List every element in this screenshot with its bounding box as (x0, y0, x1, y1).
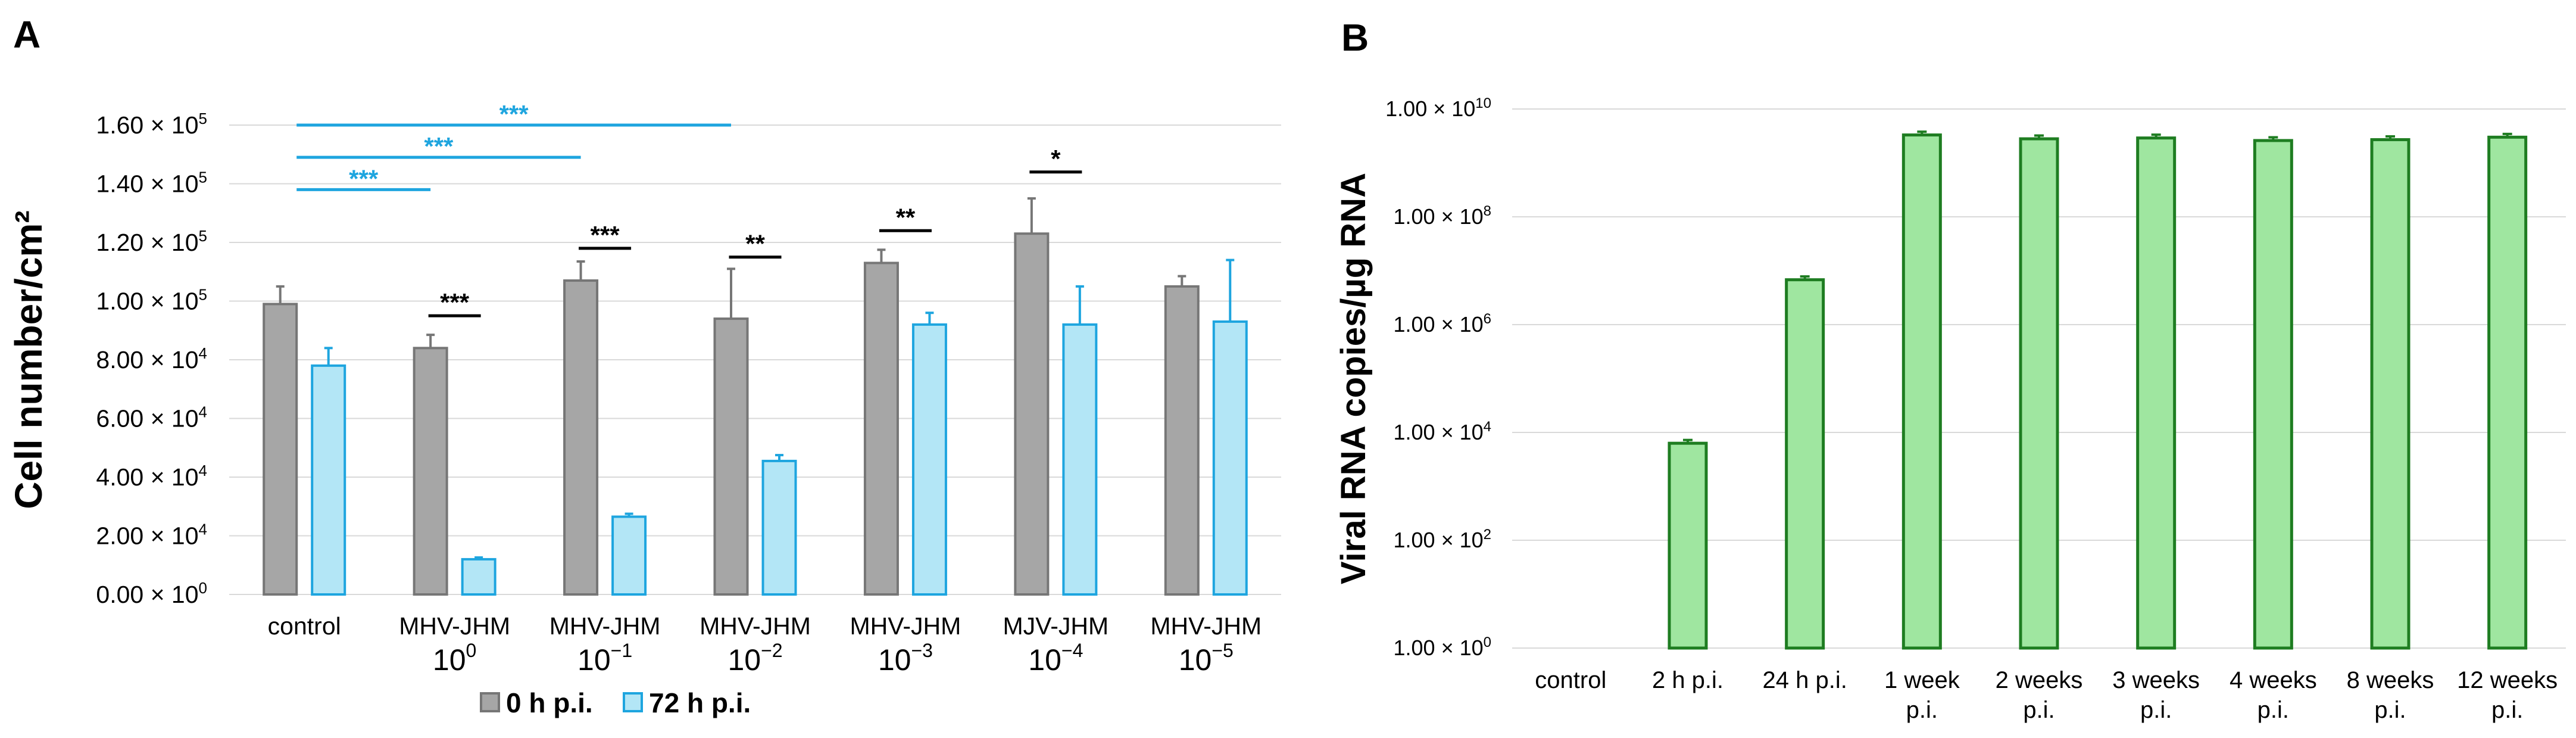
chart-a-significance-label: *** (440, 288, 470, 316)
chart-a-bar-72h (911, 323, 947, 596)
panel-b-label: B (1341, 16, 1369, 59)
chart-a-y-tick: 1.40 × 105 (96, 169, 207, 198)
chart-a-x-tick-label: control (268, 612, 341, 640)
chart-a-bar-72h (311, 364, 346, 596)
chart-a-bar-72h (1062, 323, 1098, 596)
chart-a-bar-0h (863, 261, 899, 596)
chart-a-y-tick: 6.00 × 104 (96, 403, 207, 432)
chart-a-significance-label: *** (349, 164, 379, 192)
chart-a-y-tick: 1.00 × 105 (96, 286, 207, 315)
chart-b-x-tick-label: p.i. (2374, 697, 2406, 723)
chart-a-significance-label: *** (424, 132, 454, 160)
chart-b-bar (2370, 138, 2410, 650)
panel-a-label: A (13, 13, 40, 56)
chart-b-y-tick: 1.00 × 106 (1394, 311, 1492, 337)
chart-b-bar (1668, 441, 1708, 650)
chart-b-bar (1901, 133, 1942, 650)
chart-a-y-tick: 4.00 × 104 (96, 462, 207, 491)
legend-label-72h: 72 h p.i. (649, 687, 751, 718)
chart-b-x-tick-label: 12 weeks (2457, 667, 2558, 693)
chart-b-bar (2019, 137, 2059, 650)
chart-b-x-tick-label: 2 h p.i. (1652, 667, 1723, 693)
chart-a-x-tick-dilution: 10−2 (727, 640, 782, 677)
chart-a-bar-72h (611, 515, 647, 596)
chart-b-bar (2487, 135, 2528, 650)
chart-a-y-tick: 0.00 × 100 (96, 579, 207, 608)
chart-b-y-tick: 1.00 × 104 (1394, 419, 1492, 444)
chart-b-x-tick-label: 4 weeks (2230, 667, 2317, 693)
chart-a-bar-0h (1164, 285, 1200, 596)
chart-b-x-tick-label: 24 h p.i. (1763, 667, 1847, 693)
chart-b-x-tick-label: p.i. (2257, 697, 2289, 723)
chart-a-x-tick-dilution: 10−1 (577, 640, 632, 677)
chart-b-bar (2253, 139, 2293, 650)
chart-b-y-tick: 1.00 × 100 (1394, 634, 1492, 660)
chart-b-x-tick-label: 2 weeks (1996, 667, 2083, 693)
chart-a-x-tick-label: MHV-JHM (399, 612, 510, 640)
chart-a-bar-0h (713, 317, 749, 596)
chart-a-significance-label: *** (499, 100, 529, 128)
chart-b-x-tick-label: control (1535, 667, 1606, 693)
chart-b-x-tick-label: 3 weeks (2112, 667, 2200, 693)
chart-b-bar (2136, 136, 2177, 650)
chart-b-x-tick-label: p.i. (2023, 697, 2054, 723)
chart-a-significance-label: ** (745, 230, 765, 258)
chart-a-y-tick: 2.00 × 104 (96, 521, 207, 550)
chart-a-bar-0h (1014, 232, 1050, 596)
chart-a-y-tick: 1.20 × 105 (96, 227, 207, 256)
chart-a-y-tick: 8.00 × 104 (96, 344, 207, 373)
chart-a-bar-72h (761, 459, 797, 596)
chart-a-bar-0h (413, 347, 448, 596)
chart-a-x-tick-label: MHV-JHM (549, 612, 661, 640)
chart-a-x-tick-label: MJV-JHM (1003, 612, 1109, 640)
chart-a-significance-label: ** (896, 203, 916, 231)
chart-b-x-tick-label: p.i. (1906, 697, 1938, 723)
chart-a: 0.00 × 100 2.00 × 104 4.00 × 104 6.00 × 104… (7, 100, 1281, 677)
legend-label-0h: 0 h p.i. (506, 687, 593, 718)
legend-swatch-72h (623, 692, 643, 712)
chart-b-bar (1785, 278, 1825, 650)
chart-b-x-tick-label: 1 week (1884, 667, 1960, 693)
chart-b: 1.00 × 100 1.00 × 102 1.00 × 104 1.00 × 106… (1334, 95, 2566, 723)
chart-a-significance-label: * (1051, 145, 1061, 173)
chart-a-bar-0h (563, 279, 599, 596)
chart-a-x-tick-dilution: 100 (433, 640, 476, 677)
chart-b-y-tick: 1.00 × 108 (1394, 203, 1492, 229)
chart-a-x-tick-dilution: 10−5 (1179, 640, 1234, 677)
legend-swatch-0h (480, 692, 500, 712)
chart-a-significance-label: *** (591, 221, 620, 249)
chart-a-bar-72h (461, 558, 497, 596)
chart-a-legend: 0 h p.i. 72 h p.i. (480, 687, 751, 718)
chart-a-x-tick-label: MHV-JHM (700, 612, 811, 640)
chart-a-bar-72h (1212, 320, 1248, 596)
chart-b-x-tick-label: p.i. (2491, 697, 2523, 723)
chart-b-y-tick: 1.00 × 102 (1394, 527, 1492, 552)
chart-b-y-axis-label: Viral RNA copies/µg RNA (1334, 173, 1373, 584)
chart-b-x-tick-label: p.i. (2140, 697, 2172, 723)
chart-a-x-tick-label: MHV-JHM (850, 612, 961, 640)
chart-a-bar-0h (263, 303, 298, 596)
chart-a-y-tick: 1.60 × 105 (96, 110, 207, 139)
chart-a-x-tick-dilution: 10−4 (1028, 640, 1083, 677)
chart-a-x-tick-label: MHV-JHM (1150, 612, 1262, 640)
chart-b-x-tick-label: 8 weeks (2347, 667, 2434, 693)
chart-a-y-axis-label: Cell number/cm² (7, 210, 50, 509)
chart-b-y-tick: 1.00 × 1010 (1385, 95, 1491, 121)
chart-a-x-tick-dilution: 10−3 (878, 640, 933, 677)
